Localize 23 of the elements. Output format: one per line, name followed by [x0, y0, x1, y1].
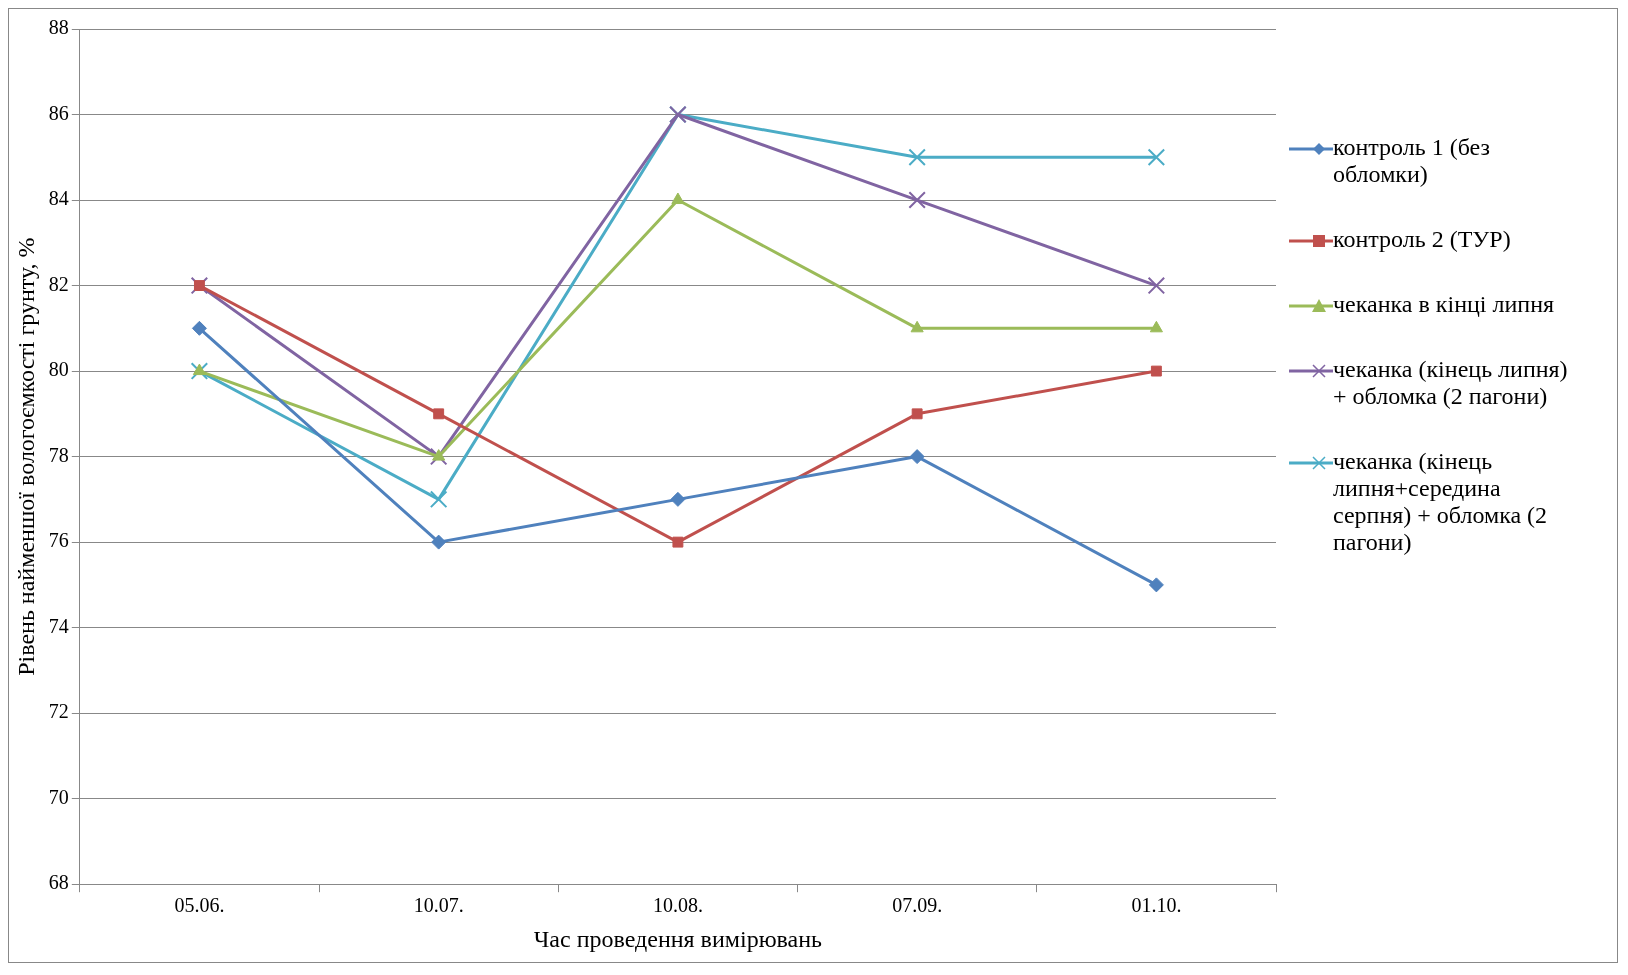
x-tick-label: 07.09. [892, 894, 943, 917]
y-tick-label: 74 [48, 614, 69, 637]
legend-label: контроль 2 (ТУР) [1333, 226, 1511, 253]
x-tick-label: 01.10. [1131, 894, 1182, 917]
y-tick-label: 84 [48, 187, 69, 210]
y-tick-label: 70 [48, 785, 69, 808]
y-tick-label: 68 [48, 871, 69, 894]
y-tick-label: 86 [48, 101, 69, 124]
legend-label: контроль 1 (без обломки) [1333, 134, 1491, 188]
y-tick-label: 80 [48, 358, 69, 381]
legend-label: чеканка (кінець липня) + обломка (2 пагони) [1333, 356, 1569, 410]
legend-label: чеканка в кінці липня [1333, 291, 1555, 318]
y-tick-label: 78 [48, 443, 69, 466]
x-tick-label: 10.08. [652, 894, 703, 917]
x-axis-title: Час проведення вимірювань [533, 925, 823, 952]
legend-label: чеканка (кінець липня+середина серпня) + обломка (2 пагони) [1333, 448, 1549, 556]
x-tick-label: 10.07. [413, 894, 464, 917]
y-tick-label: 82 [48, 272, 69, 295]
x-tick-label: 05.06. [174, 894, 225, 917]
y-tick-label: 88 [48, 16, 69, 39]
y-tick-label: 76 [48, 529, 69, 552]
y-tick-label: 72 [48, 700, 69, 723]
y-axis-title: Рівень найменшої вологоємкості грунту, % [12, 237, 39, 676]
